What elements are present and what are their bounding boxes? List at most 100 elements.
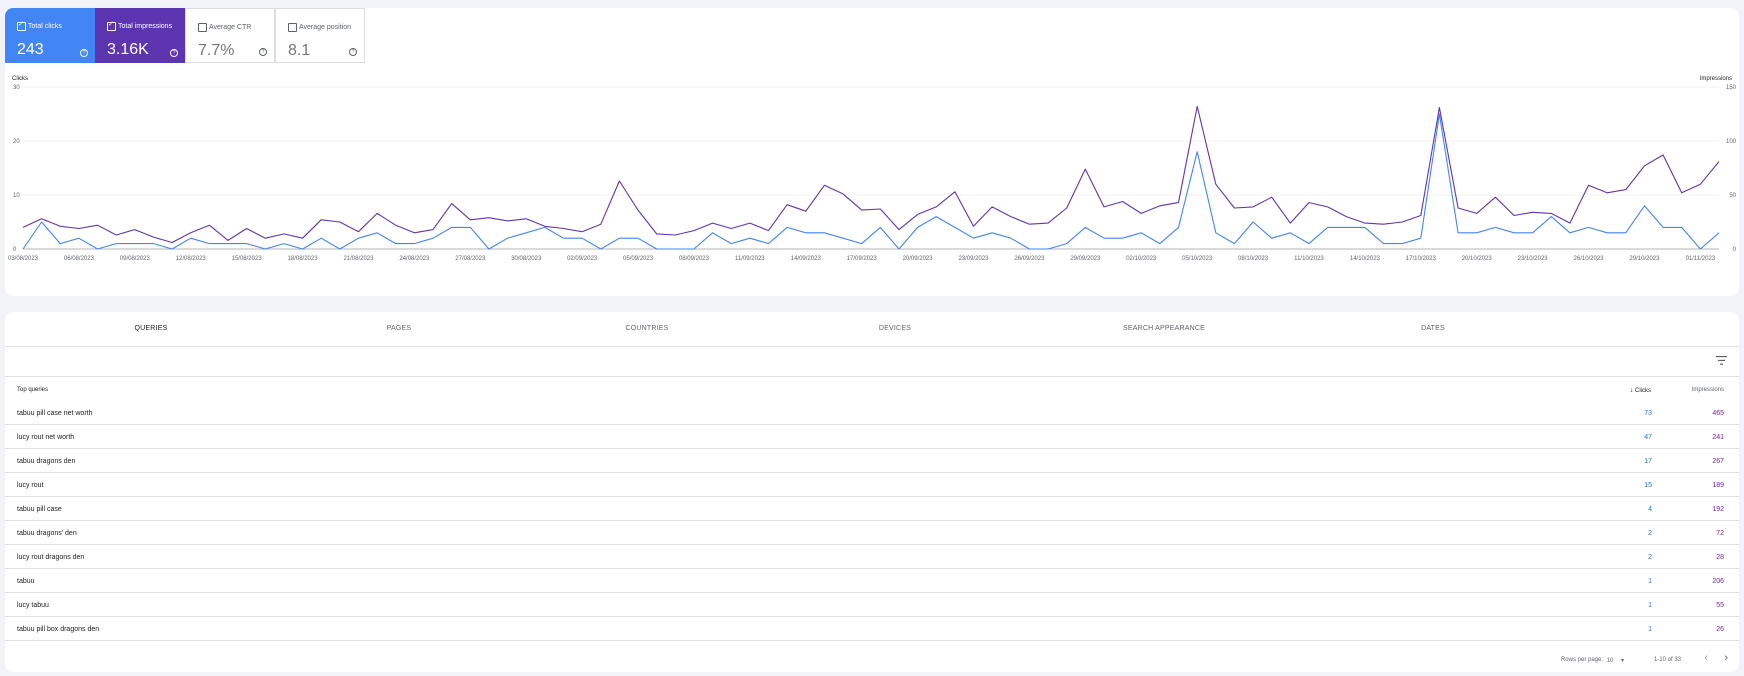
prev-page-icon[interactable]: ‹ xyxy=(1704,652,1708,664)
column-header-impressions[interactable]: Impressions xyxy=(1691,387,1724,393)
table-row[interactable]: tabuu dragons den 17 267 xyxy=(5,450,1739,474)
query-cell[interactable]: lucy rout dragons den xyxy=(17,554,85,561)
x-tick-label: 12/08/2023 xyxy=(176,256,207,262)
x-tick-label: 08/09/2023 xyxy=(679,256,710,262)
x-tick-label: 11/09/2023 xyxy=(735,256,765,262)
tab-dates[interactable]: DATES xyxy=(1421,325,1445,332)
x-tick-label: 26/10/2023 xyxy=(1574,256,1605,262)
impressions-series-line[interactable] xyxy=(22,105,1720,244)
table-row[interactable]: lucy rout net worth 47 241 xyxy=(5,426,1739,450)
x-tick-label: 02/10/2023 xyxy=(1126,256,1157,262)
metric-average-ctr[interactable]: Average CTR 7.7% ? xyxy=(185,8,275,63)
query-cell[interactable]: tabuu dragons' den xyxy=(17,530,77,537)
x-tick-label: 27/08/2023 xyxy=(455,256,486,262)
x-tick-label: 03/08/2023 xyxy=(8,256,39,262)
metric-label: Total clicks xyxy=(28,23,62,31)
metric-average-position[interactable]: Average position 8.1 ? xyxy=(275,8,365,63)
right-tick-label: 100 xyxy=(1726,139,1737,145)
right-tick-label: 150 xyxy=(1726,85,1737,91)
x-tick-label: 20/09/2023 xyxy=(903,256,934,262)
impressions-cell: 189 xyxy=(1712,482,1724,489)
clicks-cell: 17 xyxy=(1644,458,1652,465)
filter-icon[interactable] xyxy=(1716,356,1727,365)
divider xyxy=(5,592,1739,593)
impressions-cell: 55 xyxy=(1716,602,1724,609)
table-row[interactable]: lucy rout dragons den 2 28 xyxy=(5,546,1739,570)
metric-value: 8.1 xyxy=(288,42,311,59)
dimension-tabs: QUERIES PAGES COUNTRIES DEVICES SEARCH A… xyxy=(27,312,1727,347)
tab-queries[interactable]: QUERIES xyxy=(27,312,275,347)
table-row[interactable]: tabuu pill box dragons den 1 26 xyxy=(5,618,1739,642)
next-page-icon[interactable]: › xyxy=(1724,652,1728,664)
x-tick-label: 17/09/2023 xyxy=(847,256,878,262)
divider xyxy=(5,376,1739,377)
checkbox-checked-icon[interactable] xyxy=(107,20,116,32)
x-tick-label: 09/08/2023 xyxy=(120,256,151,262)
metric-label: Total impressions xyxy=(118,23,173,31)
performance-chart[interactable]: Clicks Impressions 0 0 10 50 20 100 30 150 03/0… xyxy=(5,8,1739,296)
metric-value: 3.16K xyxy=(107,41,149,58)
metric-value: 7.7% xyxy=(198,42,235,59)
table-row[interactable]: tabuu dragons' den 2 72 xyxy=(5,522,1739,546)
x-tick-label: 14/09/2023 xyxy=(791,256,822,262)
right-axis-title: Impressions xyxy=(1700,76,1732,82)
table-row[interactable]: tabuu 1 206 xyxy=(5,570,1739,594)
query-cell[interactable]: tabuu pill case net worth xyxy=(17,410,93,417)
divider xyxy=(5,472,1739,473)
help-icon[interactable]: ? xyxy=(259,48,267,56)
tab-search-appearance[interactable]: SEARCH APPEARANCE xyxy=(1123,325,1205,332)
x-tick-label: 29/10/2023 xyxy=(1629,256,1660,262)
left-axis-title: Clicks xyxy=(12,76,28,82)
x-tick-label: 23/10/2023 xyxy=(1518,256,1549,262)
help-icon[interactable]: ? xyxy=(170,49,178,57)
clicks-cell: 1 xyxy=(1648,626,1652,633)
help-icon[interactable]: ? xyxy=(80,49,88,57)
checkbox-unchecked-icon[interactable] xyxy=(198,23,207,33)
clicks-cell: 15 xyxy=(1644,482,1652,489)
table-row[interactable]: lucy rout 15 189 xyxy=(5,474,1739,498)
divider xyxy=(5,496,1739,497)
help-icon[interactable]: ? xyxy=(349,48,357,56)
tab-countries[interactable]: COUNTRIES xyxy=(625,325,669,332)
left-tick-label: 20 xyxy=(13,139,20,145)
clicks-cell: 4 xyxy=(1648,506,1652,513)
column-header-clicks[interactable]: ↓ Clicks xyxy=(1630,387,1651,394)
checkbox-checked-icon[interactable] xyxy=(17,20,26,32)
tab-devices[interactable]: DEVICES xyxy=(878,325,912,332)
query-cell[interactable]: tabuu pill case xyxy=(17,506,62,513)
sort-arrow-down-icon: ↓ xyxy=(1629,387,1634,394)
impressions-cell: 267 xyxy=(1712,458,1724,465)
x-tick-label: 29/09/2023 xyxy=(1070,256,1101,262)
table-row[interactable]: lucy tabuu 1 55 xyxy=(5,594,1739,618)
metric-total-clicks[interactable]: Total clicks 243 ? xyxy=(5,8,95,63)
x-tick-label: 17/10/2023 xyxy=(1406,256,1437,262)
x-tick-label: 01/11/2023 xyxy=(1686,256,1716,262)
clicks-series-line[interactable] xyxy=(22,113,1720,250)
checkbox-unchecked-icon[interactable] xyxy=(288,23,297,33)
rows-per-page-value: 10 xyxy=(1606,658,1614,664)
query-cell[interactable]: lucy rout xyxy=(17,482,44,489)
tab-pages[interactable]: PAGES xyxy=(386,325,412,332)
x-tick-label: 18/08/2023 xyxy=(288,256,319,262)
impressions-cell: 465 xyxy=(1712,410,1724,417)
metric-total-impressions[interactable]: Total impressions 3.16K ? xyxy=(95,8,185,63)
impressions-cell: 26 xyxy=(1716,626,1724,633)
clicks-cell: 47 xyxy=(1644,434,1652,441)
rows-per-page-select[interactable]: 10 ▾ xyxy=(1607,657,1624,664)
right-tick-label: 50 xyxy=(1729,193,1736,199)
table-header-row: Top queries ↓ Clicks Impressions xyxy=(5,378,1739,402)
table-row[interactable]: tabuu pill case net worth 73 465 xyxy=(5,402,1739,426)
right-tick-label: 0 xyxy=(1733,247,1737,253)
query-cell[interactable]: lucy tabuu xyxy=(17,602,49,609)
query-cell[interactable]: tabuu pill box dragons den xyxy=(17,626,100,633)
query-cell[interactable]: tabuu dragons den xyxy=(17,458,76,465)
left-tick-label: 10 xyxy=(13,193,20,199)
query-cell[interactable]: tabuu xyxy=(17,578,35,585)
table-row[interactable]: tabuu pill case 4 192 xyxy=(5,498,1739,522)
divider xyxy=(5,346,1739,347)
query-cell[interactable]: lucy rout net worth xyxy=(17,434,75,441)
x-tick-label: 02/09/2023 xyxy=(567,256,598,262)
column-header-top-queries[interactable]: Top queries xyxy=(17,387,49,393)
x-tick-label: 14/10/2023 xyxy=(1350,256,1381,262)
metric-value: 243 xyxy=(17,41,44,58)
